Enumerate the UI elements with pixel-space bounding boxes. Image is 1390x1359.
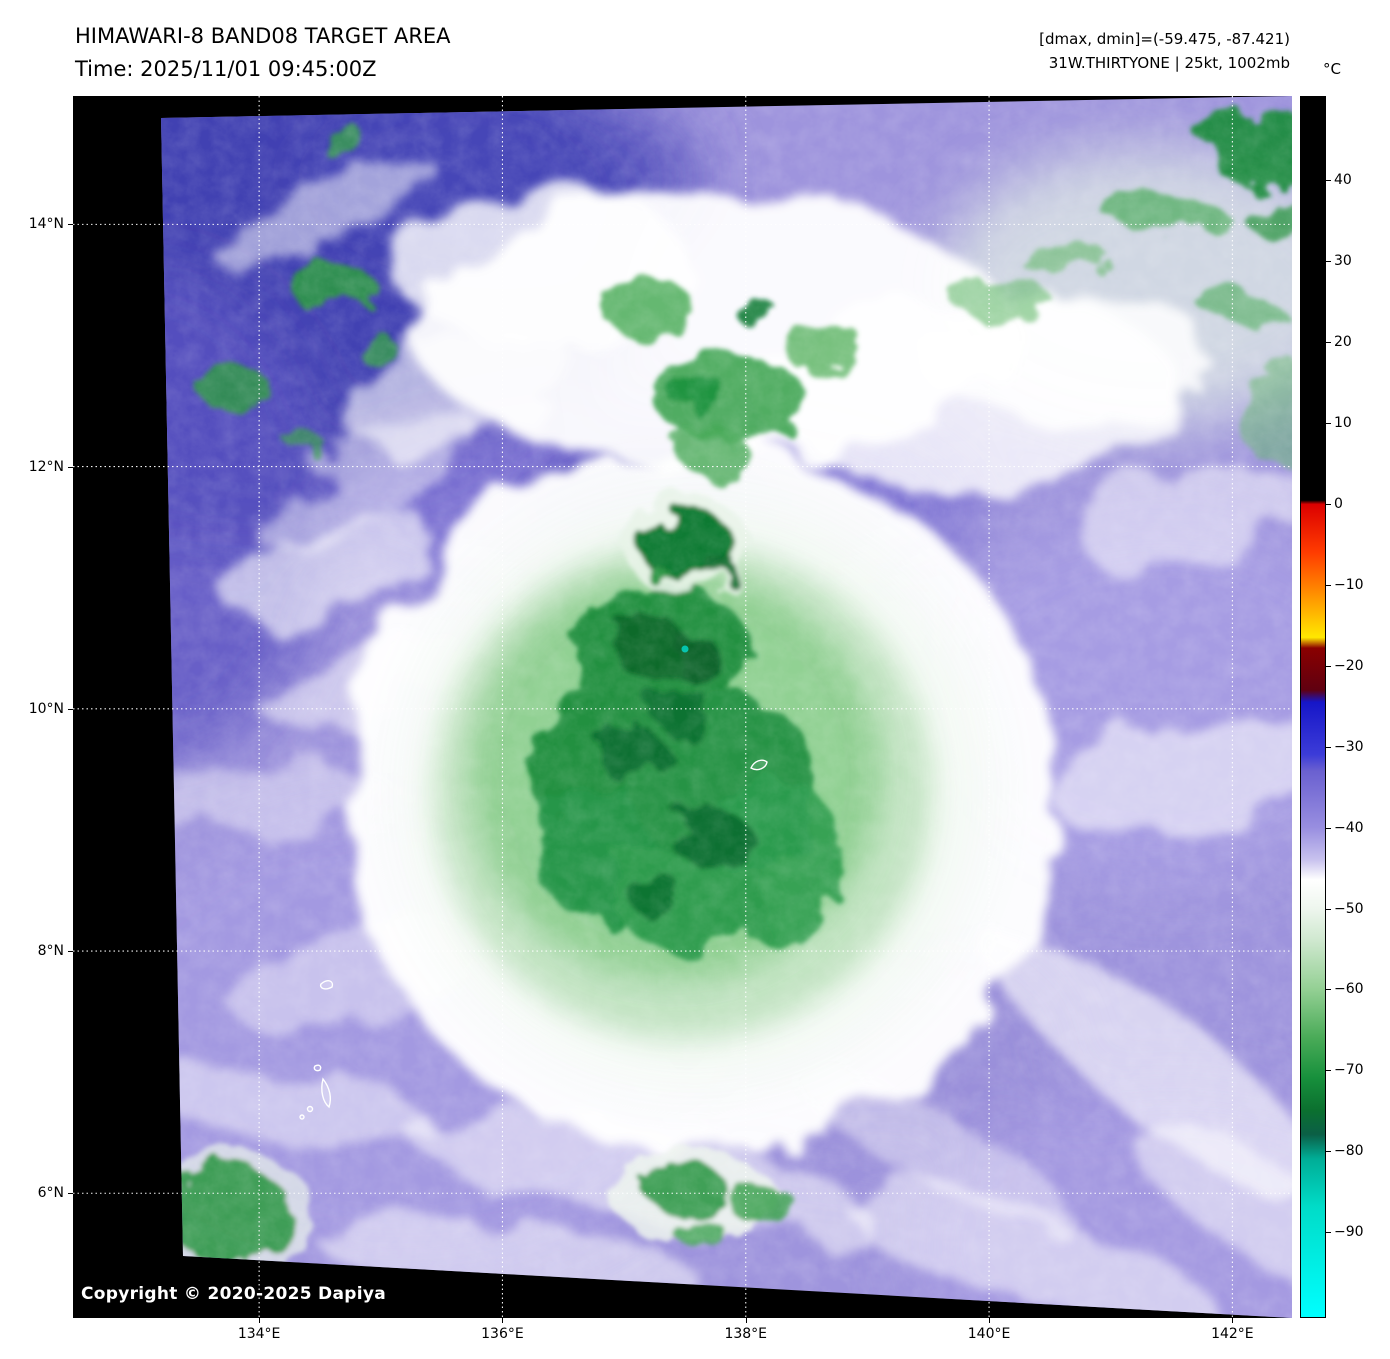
- lon-tick-label: 134°E: [237, 1326, 281, 1342]
- page-title: HIMAWARI-8 BAND08 TARGET AREA: [75, 24, 451, 48]
- colorbar-tick-mark: [1326, 584, 1331, 586]
- lon-tick-mark: [259, 1318, 261, 1323]
- lat-tick-mark: [68, 224, 73, 226]
- gridlines: [73, 96, 1292, 1318]
- colorbar-tick-mark: [1326, 746, 1331, 748]
- satellite-data-swath: [161, 96, 1292, 1318]
- lat-tick-mark: [68, 951, 73, 953]
- colorbar-tick-label: −40: [1334, 819, 1364, 836]
- colorbar-tick-label: −20: [1334, 657, 1364, 674]
- colorbar-tick-mark: [1326, 827, 1331, 829]
- lon-tick-label: 138°E: [724, 1326, 768, 1342]
- colorbar-tick-mark: [1326, 180, 1331, 182]
- lat-tick-label: 10°N: [28, 700, 64, 717]
- colorbar-tick-mark: [1326, 422, 1331, 424]
- dmax-dmin-label: [dmax, dmin]=(-59.475, -87.421): [1039, 30, 1290, 48]
- colorbar-tick-mark: [1326, 1070, 1331, 1072]
- time-label: Time: 2025/11/01 09:45:00Z: [75, 57, 377, 81]
- lat-tick-label: 6°N: [37, 1185, 64, 1202]
- colorbar-tick-label: 40: [1334, 172, 1352, 189]
- colorbar-tick-label: 10: [1334, 414, 1352, 431]
- colorbar-tick-label: 20: [1334, 334, 1352, 351]
- figure-header-left: HIMAWARI-8 BAND08 TARGET AREA Time: 2025…: [75, 20, 451, 86]
- colorbar-tick-mark: [1326, 665, 1331, 667]
- colorbar-tick-label: 0: [1334, 495, 1343, 512]
- colorbar-tick-mark: [1326, 1232, 1331, 1234]
- colorbar-tick-mark: [1326, 342, 1331, 344]
- figure-header-right: [dmax, dmin]=(-59.475, -87.421) 31W.THIR…: [1039, 27, 1290, 75]
- lat-tick-mark: [68, 1193, 73, 1195]
- colorbar-tick-mark: [1326, 503, 1331, 505]
- colorbar-tick-label: −90: [1334, 1224, 1364, 1241]
- lon-tick-mark: [745, 1318, 747, 1323]
- colorbar-unit-label: °C: [1323, 60, 1341, 78]
- satellite-image: [73, 96, 1292, 1318]
- colorbar-tick-label: −80: [1334, 1143, 1364, 1160]
- colorbar-tick-mark: [1326, 261, 1331, 263]
- lat-tick-label: 12°N: [28, 458, 64, 475]
- colorbar-tick-mark: [1326, 1151, 1331, 1153]
- colorbar-tick-label: −10: [1334, 576, 1364, 593]
- lon-tick-mark: [1232, 1318, 1234, 1323]
- colorbar: [1300, 96, 1326, 1318]
- colorbar-tick-label: 30: [1334, 253, 1352, 270]
- colorbar-tick-mark: [1326, 989, 1331, 991]
- lon-tick-label: 140°E: [967, 1326, 1011, 1342]
- cloud-texture-overlay: [161, 96, 1292, 1318]
- copyright-label: Copyright © 2020-2025 Dapiya: [81, 1284, 386, 1304]
- lon-tick-label: 142°E: [1211, 1326, 1254, 1342]
- lon-tick-label: 136°E: [481, 1326, 524, 1342]
- colorbar-tick-mark: [1326, 908, 1331, 910]
- lon-tick-mark: [989, 1318, 991, 1323]
- storm-info-label: 31W.THIRTYONE | 25kt, 1002mb: [1048, 54, 1290, 72]
- lat-tick-mark: [68, 466, 73, 468]
- colorbar-tick-label: −30: [1334, 738, 1364, 755]
- lon-tick-mark: [502, 1318, 504, 1323]
- lat-tick-label: 8°N: [37, 943, 64, 960]
- lat-tick-mark: [68, 708, 73, 710]
- colorbar-tick-label: −70: [1334, 1062, 1364, 1079]
- plot-area: Copyright © 2020-2025 Dapiya: [73, 96, 1292, 1318]
- colorbar-tick-label: −60: [1334, 981, 1364, 998]
- lat-tick-label: 14°N: [28, 216, 64, 233]
- colorbar-tick-label: −50: [1334, 900, 1364, 917]
